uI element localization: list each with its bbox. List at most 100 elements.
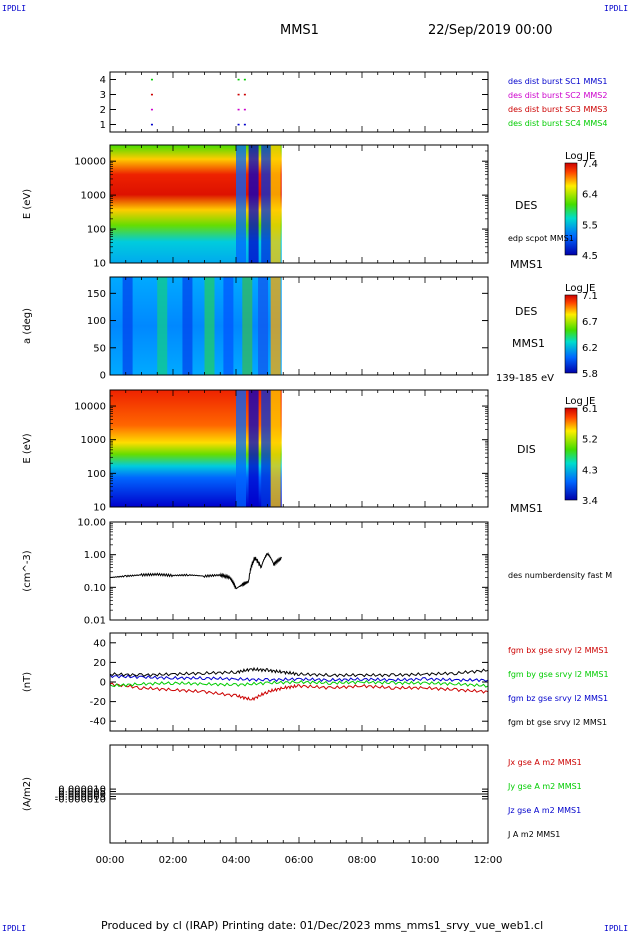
dis_energy-colorbar-tick: 6.1 xyxy=(582,404,598,415)
burst-ytick-label: 3 xyxy=(100,90,106,101)
dis_energy-right-label: MMS1 xyxy=(510,502,543,515)
des_energy-spectrogram-band xyxy=(261,145,272,263)
burst-mark xyxy=(243,123,246,126)
dis_energy-ytick-label: 10000 xyxy=(74,402,106,413)
des_pitch-spectrogram-band xyxy=(242,277,253,375)
des_energy-colorbar-title: Log JE xyxy=(565,151,595,162)
density-legend-entry: des numberdensity fast M xyxy=(508,571,612,580)
des_energy-spectrogram-band xyxy=(236,145,246,263)
density-frame xyxy=(109,521,489,621)
panels-group: des dist burst SC1 MMS1 des dist burst SC… xyxy=(22,71,612,866)
burst-mark xyxy=(243,78,246,81)
corner-label-top-right: IPDLI xyxy=(604,4,629,13)
burst-legend-entry: des dist burst SC3 MMS3 xyxy=(508,105,607,114)
des_pitch-colorbar-tick: 6.2 xyxy=(582,343,598,354)
des_pitch-colorbar-tick: 7.1 xyxy=(582,291,598,302)
density-ytick-label: 0.10 xyxy=(84,583,106,594)
burst-mark xyxy=(237,108,240,111)
des_energy-colorbar-tick: 4.5 xyxy=(582,251,598,262)
fgm-series-line xyxy=(109,666,489,678)
current-ylabel: (A/m2) xyxy=(22,777,33,811)
fgm-legend-entry: fgm bx gse srvy l2 MMS1 xyxy=(508,646,609,655)
burst-mark xyxy=(237,123,240,126)
dis_energy-colorbar-tick: 4.3 xyxy=(582,465,598,476)
fgm-ytick-label: 0 xyxy=(100,678,106,689)
des_pitch-right-label: MMS1 xyxy=(512,337,545,350)
fgm-ytick-label: 40 xyxy=(93,638,106,649)
current-ytick-label: -0.000005 xyxy=(55,792,106,803)
xtick-label: 08:00 xyxy=(348,855,377,866)
spacecraft-title: MMS1 xyxy=(280,23,319,38)
des_pitch-spectrogram-band xyxy=(182,277,193,375)
des_pitch-ytick-label: 150 xyxy=(87,289,106,300)
current-ytick-label: -0.000010 xyxy=(55,794,106,805)
dis_energy-ylabel: E (eV) xyxy=(22,433,33,463)
burst-mark xyxy=(237,93,240,96)
des_energy-right-label: DES xyxy=(515,199,537,212)
burst-mark xyxy=(237,78,240,81)
des_energy-spectrogram-band xyxy=(270,145,281,263)
dis_energy-spectrogram-band xyxy=(270,390,281,507)
burst-mark xyxy=(243,108,246,111)
des_energy-colorbar xyxy=(564,162,578,256)
current-ytick-label: 0.000010 xyxy=(58,785,106,796)
des_pitch-ytick-label: 100 xyxy=(87,316,106,327)
density-ytick-label: 10.00 xyxy=(77,518,106,529)
des_energy-ytick-label: 1000 xyxy=(81,191,106,202)
density-ytick-label: 0.01 xyxy=(84,616,106,627)
des_pitch-spectrogram-band xyxy=(204,277,215,375)
density-ylabel: (cm^-3) xyxy=(22,550,33,591)
burst-legend-entry: des dist burst SC2 MMS2 xyxy=(508,91,607,100)
dis_energy-spectrogram-band xyxy=(261,390,272,507)
fgm-series-line xyxy=(109,682,489,702)
burst-frame xyxy=(109,71,489,133)
fgm-series-line xyxy=(109,674,489,683)
dis_energy-right-label: DIS xyxy=(517,443,536,456)
dis_energy-spectrogram-band xyxy=(248,390,259,507)
des_pitch-right-label: 139-185 eV xyxy=(496,373,554,384)
des_energy-ylabel: E (eV) xyxy=(22,189,33,219)
des_pitch-ytick-label: 0 xyxy=(100,371,106,382)
fgm-legend-entry: fgm bz gse srvy l2 MMS1 xyxy=(508,694,608,703)
dis_energy-ytick-label: 10 xyxy=(93,503,106,514)
des_pitch-spectrogram-band xyxy=(223,277,234,375)
dis_energy-colorbar-tick: 3.4 xyxy=(582,496,598,507)
fgm-legend-entry: fgm by gse srvy l2 MMS1 xyxy=(508,670,609,679)
xtick-label: 10:00 xyxy=(411,855,440,866)
des_energy-right-label: edp scpot MMS1 xyxy=(508,234,574,243)
des_pitch-colorbar-tick: 5.8 xyxy=(582,369,598,380)
dis_energy-ytick-label: 100 xyxy=(87,469,106,480)
fgm-series-line xyxy=(109,679,489,688)
burst-mark xyxy=(150,93,153,96)
fgm-legend-entry: fgm bt gse srvy l2 MMS1 xyxy=(508,718,607,727)
burst-mark xyxy=(243,93,246,96)
burst-mark xyxy=(150,108,153,111)
xtick-label: 02:00 xyxy=(159,855,188,866)
burst-ytick-label: 1 xyxy=(100,120,106,131)
burst-ytick-label: 4 xyxy=(100,75,106,86)
footer-text: Produced by cl (IRAP) Printing date: 01/… xyxy=(101,919,543,932)
xtick-label: 06:00 xyxy=(285,855,314,866)
corner-label-top-left: IPDLI xyxy=(2,4,27,13)
dis_energy-colorbar xyxy=(564,407,578,501)
des_pitch-spectrogram-band xyxy=(157,277,168,375)
current-legend-entry: J A m2 MMS1 xyxy=(507,830,560,839)
current-legend-entry: Jy gse A m2 MMS1 xyxy=(507,782,582,791)
date-title: 22/Sep/2019 00:00 xyxy=(428,23,552,38)
des_energy-ytick-label: 10000 xyxy=(74,157,106,168)
fgm-ytick-label: 20 xyxy=(93,658,106,669)
burst-mark xyxy=(150,123,153,126)
des_energy-colorbar-tick: 7.4 xyxy=(582,159,598,170)
des_pitch-ytick-label: 50 xyxy=(93,343,106,354)
xtick-label: 04:00 xyxy=(222,855,251,866)
current-legend-entry: Jx gse A m2 MMS1 xyxy=(507,758,582,767)
des_pitch-colorbar-tick: 6.7 xyxy=(582,317,598,328)
dis_energy-spectrogram-band xyxy=(236,390,246,507)
fgm-ytick-label: -40 xyxy=(90,717,106,728)
des_energy-ytick-label: 100 xyxy=(87,225,106,236)
des_energy-right-label: MMS1 xyxy=(510,258,543,271)
density-ytick-label: 1.00 xyxy=(84,550,106,561)
corner-label-bottom-left: IPDLI xyxy=(2,924,27,933)
dis_energy-colorbar-title: Log JE xyxy=(565,396,595,407)
des_pitch-colorbar xyxy=(564,294,578,374)
